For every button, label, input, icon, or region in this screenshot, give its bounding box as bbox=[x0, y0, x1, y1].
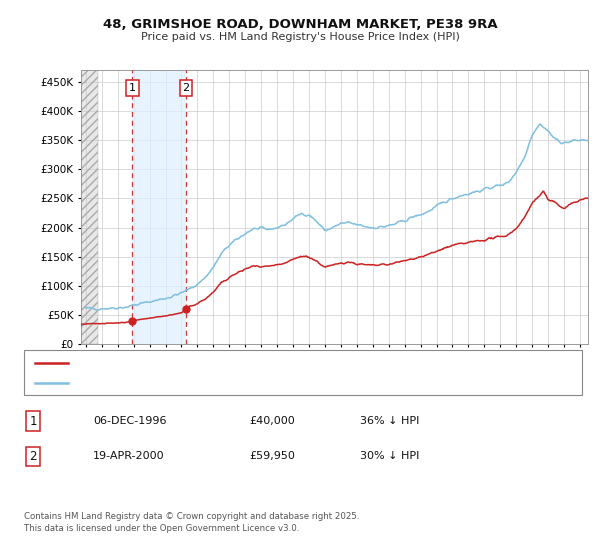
Bar bbox=[81, 70, 98, 344]
Text: 48, GRIMSHOE ROAD, DOWNHAM MARKET, PE38 9RA: 48, GRIMSHOE ROAD, DOWNHAM MARKET, PE38 … bbox=[103, 18, 497, 31]
Text: 1: 1 bbox=[129, 83, 136, 93]
Text: 1: 1 bbox=[29, 414, 37, 428]
Text: HPI: Average price, detached house, King's Lynn and West Norfolk: HPI: Average price, detached house, King… bbox=[75, 378, 404, 388]
Text: 2: 2 bbox=[182, 83, 190, 93]
Text: 30% ↓ HPI: 30% ↓ HPI bbox=[360, 451, 419, 461]
Text: Price paid vs. HM Land Registry's House Price Index (HPI): Price paid vs. HM Land Registry's House … bbox=[140, 32, 460, 43]
Text: 48, GRIMSHOE ROAD, DOWNHAM MARKET, PE38 9RA (detached house): 48, GRIMSHOE ROAD, DOWNHAM MARKET, PE38 … bbox=[75, 357, 431, 367]
Bar bbox=[81, 70, 98, 344]
Text: Contains HM Land Registry data © Crown copyright and database right 2025.
This d: Contains HM Land Registry data © Crown c… bbox=[24, 512, 359, 533]
Text: 19-APR-2000: 19-APR-2000 bbox=[93, 451, 164, 461]
Text: £40,000: £40,000 bbox=[249, 416, 295, 426]
Text: 06-DEC-1996: 06-DEC-1996 bbox=[93, 416, 167, 426]
Bar bbox=[133, 70, 186, 344]
Text: 2: 2 bbox=[29, 450, 37, 463]
Text: 36% ↓ HPI: 36% ↓ HPI bbox=[360, 416, 419, 426]
Text: £59,950: £59,950 bbox=[249, 451, 295, 461]
